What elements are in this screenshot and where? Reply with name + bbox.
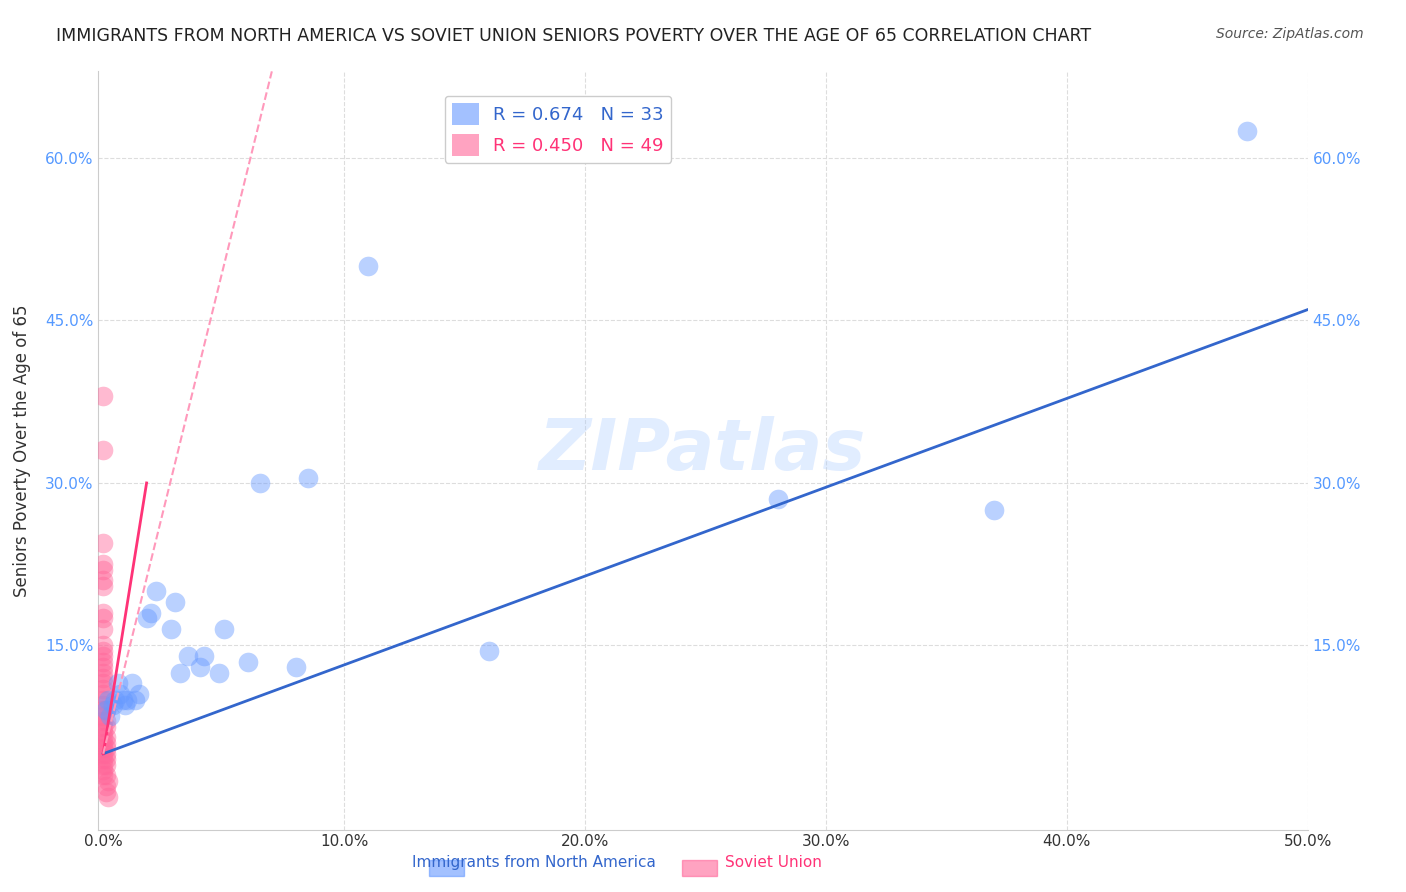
- Point: [94, 779, 117, 793]
- Point: [983, 503, 1005, 517]
- Point: [117, 692, 139, 706]
- Point: [121, 676, 143, 690]
- Point: [188, 660, 211, 674]
- Point: [91, 703, 114, 717]
- Point: [91, 606, 114, 620]
- Point: [91, 644, 114, 658]
- Legend: R = 0.674   N = 33, R = 0.450   N = 49: R = 0.674 N = 33, R = 0.450 N = 49: [444, 95, 671, 163]
- Point: [91, 741, 114, 756]
- Point: [91, 768, 114, 782]
- Point: [212, 622, 235, 636]
- Point: [91, 698, 114, 712]
- Point: [284, 660, 307, 674]
- Text: Soviet Union: Soviet Union: [725, 855, 821, 870]
- Point: [91, 574, 114, 588]
- Point: [91, 757, 114, 772]
- Point: [91, 557, 114, 572]
- Point: [91, 443, 114, 458]
- Point: [94, 752, 117, 766]
- Point: [91, 725, 114, 739]
- Point: [97, 790, 120, 805]
- Point: [766, 492, 789, 507]
- Point: [169, 665, 191, 680]
- Point: [94, 703, 117, 717]
- Point: [141, 606, 163, 620]
- Point: [91, 622, 114, 636]
- Point: [91, 671, 114, 685]
- Point: [91, 660, 114, 674]
- Text: Source: ZipAtlas.com: Source: ZipAtlas.com: [1216, 27, 1364, 41]
- Point: [108, 687, 131, 701]
- Point: [145, 584, 167, 599]
- Point: [135, 611, 157, 625]
- Point: [97, 773, 120, 788]
- Point: [91, 687, 114, 701]
- Point: [297, 470, 319, 484]
- Point: [111, 692, 134, 706]
- Point: [94, 736, 117, 750]
- Point: [91, 579, 114, 593]
- Point: [91, 665, 114, 680]
- Point: [91, 708, 114, 723]
- Point: [94, 757, 117, 772]
- Point: [97, 692, 120, 706]
- Text: ZIPatlas: ZIPatlas: [540, 416, 866, 485]
- Point: [124, 692, 146, 706]
- Point: [91, 752, 114, 766]
- Point: [249, 475, 271, 490]
- Point: [236, 655, 259, 669]
- Point: [91, 639, 114, 653]
- Point: [176, 649, 198, 664]
- Point: [101, 698, 124, 712]
- Point: [165, 595, 187, 609]
- Point: [1236, 124, 1258, 138]
- Point: [100, 708, 122, 723]
- Point: [193, 649, 215, 664]
- Point: [91, 681, 114, 696]
- Point: [91, 676, 114, 690]
- Point: [91, 692, 114, 706]
- Point: [91, 731, 114, 745]
- Point: [94, 720, 117, 734]
- Point: [91, 535, 114, 549]
- Point: [478, 644, 501, 658]
- Point: [208, 665, 231, 680]
- Point: [91, 649, 114, 664]
- Point: [107, 676, 129, 690]
- Point: [91, 611, 114, 625]
- Point: [91, 655, 114, 669]
- Point: [91, 389, 114, 403]
- Point: [94, 703, 117, 717]
- Y-axis label: Seniors Poverty Over the Age of 65: Seniors Poverty Over the Age of 65: [13, 304, 31, 597]
- Point: [128, 687, 150, 701]
- Point: [91, 720, 114, 734]
- Point: [94, 785, 117, 799]
- Point: [94, 731, 117, 745]
- Point: [357, 260, 380, 274]
- Point: [94, 714, 117, 729]
- Point: [104, 692, 127, 706]
- Point: [114, 698, 136, 712]
- Point: [91, 747, 114, 761]
- Point: [91, 563, 114, 577]
- Point: [91, 763, 114, 777]
- Point: [94, 741, 117, 756]
- Point: [91, 736, 114, 750]
- Text: IMMIGRANTS FROM NORTH AMERICA VS SOVIET UNION SENIORS POVERTY OVER THE AGE OF 65: IMMIGRANTS FROM NORTH AMERICA VS SOVIET …: [56, 27, 1091, 45]
- Point: [91, 714, 114, 729]
- Point: [94, 768, 117, 782]
- Point: [159, 622, 181, 636]
- Point: [94, 747, 117, 761]
- Text: Immigrants from North America: Immigrants from North America: [412, 855, 657, 870]
